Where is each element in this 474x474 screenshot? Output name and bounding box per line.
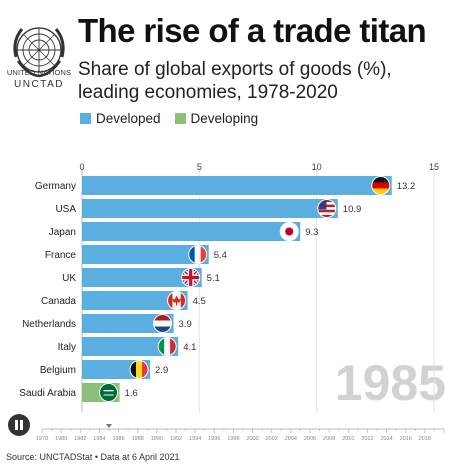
category-label: Saudi Arabia — [19, 388, 76, 399]
timeline-year-label: 1980 — [55, 436, 67, 442]
data-label: 13.2 — [397, 181, 416, 192]
belgium-flag — [129, 360, 149, 379]
data-label: 10.9 — [343, 204, 362, 215]
timeline-year-label: 1996 — [208, 436, 220, 442]
timeline-year-label: 2006 — [304, 436, 316, 442]
bar-france — [82, 245, 209, 264]
timeline-year-label: 2004 — [285, 436, 297, 442]
timeline-year-label: 2010 — [342, 436, 354, 442]
category-label: France — [45, 250, 77, 261]
bar-netherlands — [82, 314, 174, 333]
timeline-year-label: 2012 — [361, 436, 373, 442]
timeline-year-label: 1992 — [170, 436, 182, 442]
category-label: Germany — [35, 181, 76, 192]
bar-italy — [82, 337, 179, 356]
timeline-handle[interactable] — [106, 424, 112, 428]
legend-label-developing: Developing — [190, 111, 259, 126]
data-label: 1.6 — [125, 388, 138, 399]
france-flag — [188, 245, 208, 264]
timeline-year-label: 2002 — [266, 436, 278, 442]
germany-flag — [371, 176, 391, 195]
netherlands-flag — [153, 314, 173, 333]
data-label: 4.5 — [193, 296, 206, 307]
source-note: Source: UNCTADStat • Data at 6 April 202… — [6, 452, 180, 462]
timeline-year-label: 1978 — [36, 436, 48, 442]
uk-flag — [181, 268, 201, 287]
pause-button[interactable] — [8, 414, 30, 436]
bar-canada — [82, 291, 188, 310]
bar-usa — [82, 199, 338, 218]
bar-germany — [82, 176, 392, 195]
timeline-year-label: 1984 — [93, 436, 105, 442]
bar-uk — [82, 268, 202, 287]
category-label: UK — [62, 273, 76, 284]
timeline-year-label: 1982 — [74, 436, 86, 442]
legend-swatch-developing — [174, 113, 186, 124]
bar-japan — [82, 222, 301, 241]
chart-legend: Developed Developing — [80, 111, 272, 126]
data-label: 3.9 — [179, 319, 192, 330]
timeline-year-label: 1990 — [151, 436, 163, 442]
category-label: Netherlands — [22, 319, 76, 330]
data-label: 4.1 — [183, 342, 196, 353]
data-label: 5.1 — [207, 273, 220, 284]
chart-subtitle: Share of global exports of goods (%), le… — [78, 59, 392, 103]
timeline-year-label: 2018 — [419, 436, 431, 442]
logo-line1: UNITED NATIONS — [6, 68, 72, 77]
logo-line2: UNCTAD — [14, 79, 64, 90]
x-tick-label: 0 — [79, 162, 84, 172]
category-label: Italy — [58, 342, 76, 353]
legend-item-developing: Developing — [174, 111, 259, 126]
saudi-arabia-flag — [99, 383, 119, 402]
x-tick-label: 5 — [197, 162, 202, 172]
year-watermark: 1985 — [335, 355, 446, 411]
timeline-year-label: 1986 — [112, 436, 124, 442]
japan-flag — [279, 222, 299, 241]
legend-label-developed: Developed — [96, 111, 161, 126]
category-label: USA — [55, 204, 76, 215]
timeline-year-label: 1988 — [132, 436, 144, 442]
page-title: The rise of a trade titan — [78, 12, 427, 49]
italy-flag — [157, 337, 177, 356]
category-label: Japan — [49, 227, 76, 238]
data-label: 2.9 — [155, 365, 168, 376]
x-tick-label: 10 — [312, 162, 322, 172]
un-emblem-logo — [13, 27, 65, 78]
timeline-year-label: 2016 — [400, 436, 412, 442]
usa-flag — [317, 199, 337, 218]
data-label: 9.3 — [305, 227, 318, 238]
timeline-year-label: 1994 — [189, 436, 201, 442]
canada-flag — [167, 291, 187, 310]
data-label: 5.4 — [214, 250, 227, 261]
pause-icon — [15, 420, 18, 430]
x-tick-label: 15 — [429, 162, 439, 172]
category-label: Belgium — [40, 365, 76, 376]
legend-swatch-developed — [80, 113, 91, 124]
timeline-year-label: 2008 — [323, 436, 335, 442]
timeline-year-label: 2000 — [246, 436, 258, 442]
category-label: Canada — [41, 296, 76, 307]
timeline-year-label: 1998 — [227, 436, 239, 442]
timeline-year-label: 2014 — [380, 436, 392, 442]
legend-item-developed: Developed — [80, 111, 161, 126]
pause-icon-bar — [20, 420, 23, 430]
